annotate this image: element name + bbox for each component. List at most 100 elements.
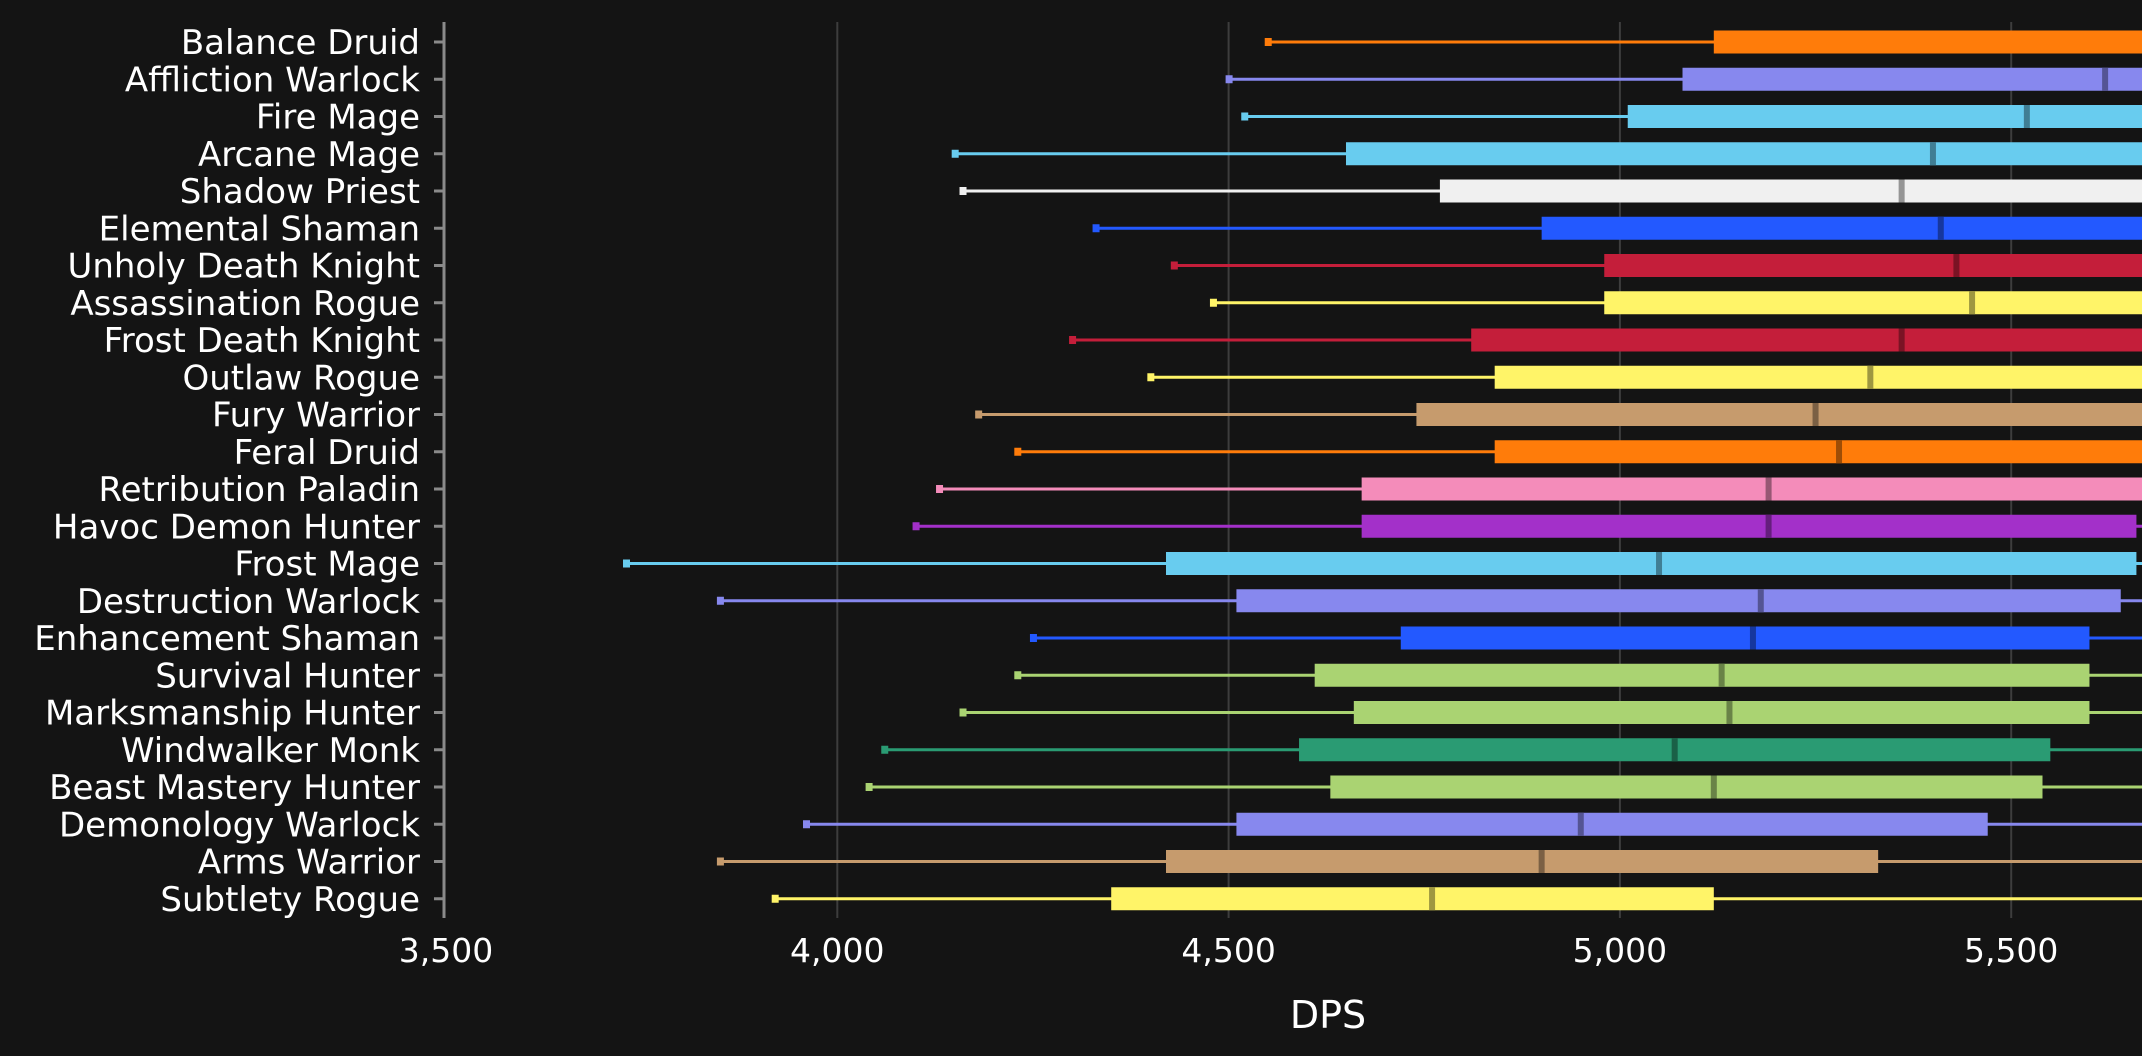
x-tick-label: 5,500 bbox=[1964, 931, 2058, 970]
median-mark bbox=[1726, 701, 1733, 724]
whisker-min-cap bbox=[1241, 112, 1249, 121]
spec-label: Outlaw Rogue bbox=[183, 358, 421, 398]
box-row bbox=[716, 850, 2142, 873]
median-mark bbox=[2102, 67, 2109, 91]
whisker-min-cap bbox=[1069, 336, 1077, 344]
whisker-min-cap bbox=[716, 857, 724, 866]
iqr-box bbox=[1416, 403, 2142, 426]
whisker-min-cap bbox=[1170, 261, 1178, 270]
whisker-min-cap bbox=[802, 820, 810, 829]
median-mark bbox=[1538, 850, 1545, 873]
spec-label: Unholy Death Knight bbox=[67, 247, 420, 287]
box-row bbox=[1225, 67, 2142, 91]
iqr-box bbox=[1361, 477, 2142, 501]
iqr-box bbox=[1439, 179, 2142, 203]
box-series bbox=[622, 30, 2142, 911]
whisker-min-cap bbox=[912, 522, 920, 531]
spec-label: Enhancement Shaman bbox=[34, 619, 420, 659]
whisker-min-cap bbox=[959, 708, 967, 717]
whisker-min-cap bbox=[1092, 224, 1100, 233]
box-row bbox=[959, 701, 2142, 724]
box-row bbox=[959, 179, 2142, 203]
spec-label: Havoc Demon Hunter bbox=[53, 507, 420, 547]
box-row bbox=[771, 887, 2142, 911]
box-row bbox=[716, 589, 2142, 613]
iqr-box bbox=[1604, 254, 2142, 277]
box-row bbox=[1092, 216, 2142, 240]
iqr-box bbox=[1494, 365, 2142, 389]
median-mark bbox=[1898, 179, 1905, 203]
box-row bbox=[1029, 626, 2142, 650]
box-row bbox=[1014, 663, 2142, 687]
x-axis-tick-labels: 3,5004,0004,5005,0005,5006,0006,5007,000… bbox=[399, 931, 2059, 970]
iqr-box bbox=[1345, 142, 2142, 166]
median-mark bbox=[1898, 328, 1905, 352]
spec-label: Beast Mastery Hunter bbox=[49, 768, 420, 808]
spec-label: Destruction Warlock bbox=[77, 582, 420, 622]
spec-label: Frost Mage bbox=[234, 545, 420, 585]
box-row bbox=[865, 775, 2142, 799]
iqr-box bbox=[1627, 105, 2142, 128]
spec-label: Demonology Warlock bbox=[59, 805, 420, 845]
spec-label: Arms Warrior bbox=[198, 843, 420, 883]
whisker-min-cap bbox=[936, 485, 944, 493]
box-row bbox=[1014, 440, 2142, 464]
median-mark bbox=[1867, 365, 1874, 389]
whisker-min-cap bbox=[771, 894, 779, 903]
iqr-box bbox=[1165, 552, 2137, 575]
iqr-box bbox=[1236, 812, 1988, 836]
whisker-min-cap bbox=[865, 783, 873, 791]
box-row bbox=[1170, 254, 2142, 277]
iqr-box bbox=[1400, 626, 2090, 650]
iqr-box bbox=[1541, 216, 2142, 240]
box-row bbox=[1209, 291, 2142, 315]
median-mark bbox=[1969, 291, 1976, 315]
median-mark bbox=[1577, 812, 1584, 836]
median-mark bbox=[1765, 477, 1772, 501]
box-row bbox=[1069, 328, 2142, 352]
median-mark bbox=[1812, 403, 1819, 426]
iqr-box bbox=[1713, 30, 2142, 54]
median-mark bbox=[1749, 626, 1756, 650]
x-tick-label: 4,500 bbox=[1181, 931, 1275, 970]
iqr-box bbox=[1471, 328, 2142, 352]
whisker-min-cap bbox=[622, 559, 630, 568]
spec-label: Assassination Rogue bbox=[70, 284, 420, 324]
median-mark bbox=[1953, 254, 1960, 277]
spec-label: Fury Warrior bbox=[212, 396, 420, 436]
whisker-min-cap bbox=[975, 410, 983, 419]
box-row bbox=[1147, 365, 2142, 389]
median-mark bbox=[1718, 663, 1725, 687]
box-row bbox=[951, 142, 2142, 166]
spec-label: Balance Druid bbox=[181, 23, 420, 63]
box-row bbox=[975, 403, 2142, 426]
whisker-min-cap bbox=[1264, 38, 1272, 46]
box-row bbox=[802, 812, 2142, 836]
x-axis-title: DPS bbox=[1290, 993, 1366, 1037]
iqr-box bbox=[1353, 701, 2090, 724]
spec-label: Subtlety Rogue bbox=[160, 880, 420, 920]
whisker-min-cap bbox=[1225, 75, 1233, 84]
whisker-min-cap bbox=[1014, 671, 1022, 680]
median-mark bbox=[1710, 775, 1717, 799]
iqr-box bbox=[1361, 514, 2137, 538]
iqr-box bbox=[1682, 67, 2142, 91]
box-row bbox=[1264, 30, 2142, 54]
box-row bbox=[936, 477, 2142, 501]
spec-label: Arcane Mage bbox=[198, 135, 420, 175]
box-row bbox=[1241, 105, 2142, 128]
median-mark bbox=[1656, 552, 1663, 575]
spec-label: Windwalker Monk bbox=[121, 731, 420, 771]
grid-lines bbox=[836, 22, 2013, 918]
iqr-box bbox=[1330, 775, 2043, 799]
iqr-box bbox=[1165, 850, 1879, 873]
x-tick-label: 5,000 bbox=[1573, 931, 1667, 970]
iqr-box bbox=[1604, 291, 2142, 315]
iqr-box bbox=[1494, 440, 2142, 464]
iqr-box bbox=[1314, 663, 2090, 687]
spec-label: Elemental Shaman bbox=[99, 209, 420, 249]
box-row bbox=[881, 738, 2142, 762]
box-row bbox=[622, 552, 2142, 575]
